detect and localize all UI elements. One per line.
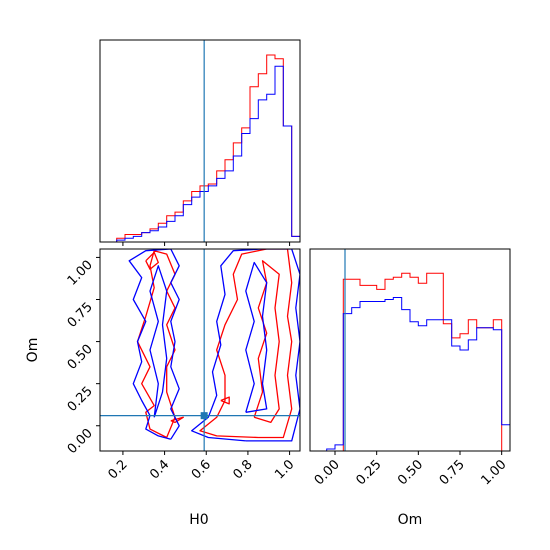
hist-om-series-group — [310, 272, 511, 452]
hist-h0-step-blue — [100, 65, 301, 243]
hist-om-xtick-label-1: 0.25 — [353, 457, 384, 488]
hist-h0-step-red — [100, 54, 301, 243]
hist-h0-ticks — [122, 242, 291, 246]
joint-xtick-label-4: 1.0 — [272, 457, 297, 482]
joint-ytick-label-3: 0.75 — [65, 300, 96, 331]
hist-om-xtick-label-3: 0.75 — [437, 457, 468, 488]
joint-x-ticks: 0.2 0.4 0.6 0.8 1.0 — [106, 451, 297, 482]
joint-xtick-label-0: 0.2 — [106, 457, 131, 482]
joint-y-ticks: 0.00 0.25 0.50 0.75 1.00 — [65, 256, 100, 457]
hist-om-step-red — [310, 272, 510, 452]
contour-blue-8 — [191, 249, 300, 442]
contour-red-4 — [220, 396, 230, 405]
contour-red-3 — [145, 251, 159, 270]
hist-om-x-ticks: 0.00 0.25 0.50 0.75 1.00 — [312, 451, 509, 488]
contour-blue-7 — [149, 265, 168, 418]
contour-red-5 — [170, 416, 184, 424]
hist-om-step-blue — [310, 297, 511, 452]
joint-xtick-label-3: 0.8 — [231, 457, 256, 482]
joint-panel: 0.2 0.4 0.6 0.8 1.0 0.000.250.500.751.00 H0 … — [25, 248, 301, 528]
hist-om-xtick-label-2: 0.50 — [395, 457, 426, 488]
joint-contours-group — [128, 249, 300, 442]
contour-red-1 — [199, 249, 293, 439]
hist-h0-panel — [99, 39, 301, 246]
x-axis-label-h0: H0 — [189, 512, 208, 528]
joint-frame — [99, 248, 301, 452]
joint-ytick-label-0: 0.00 — [65, 426, 96, 457]
joint-ytick-label-2: 0.50 — [65, 342, 96, 373]
y-axis-label-om: Om — [25, 338, 41, 363]
joint-ytick-label-4: 1.00 — [65, 258, 96, 289]
joint-xtick-label-2: 0.6 — [189, 457, 214, 482]
hist-om-panel: 0.00 0.25 0.50 0.75 1.00 Om — [309, 248, 511, 528]
contour-red-2 — [253, 260, 280, 424]
joint-truth-marker — [200, 412, 208, 420]
joint-xtick-label-1: 0.4 — [147, 457, 172, 482]
contour-blue-6 — [128, 249, 180, 440]
hist-h0-series-group — [100, 54, 301, 243]
hist-om-frame — [309, 248, 511, 452]
x-axis-label-om: Om — [398, 512, 423, 528]
hist-om-xtick-label-4: 1.00 — [478, 457, 509, 488]
hist-om-xtick-label-0: 0.00 — [312, 457, 343, 488]
joint-ytick-label-1: 0.25 — [65, 384, 96, 415]
contour-blue-9 — [245, 261, 268, 413]
hist-h0-frame — [99, 39, 301, 243]
